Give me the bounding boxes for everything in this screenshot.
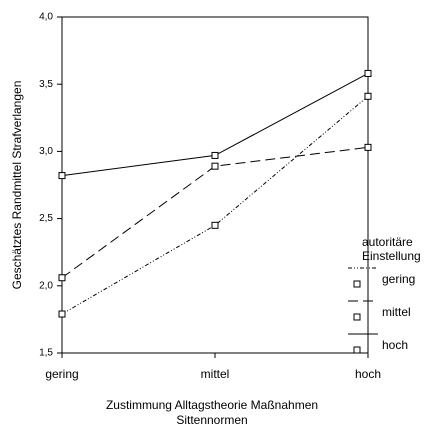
y-tick-label: 2,5 — [39, 213, 53, 224]
series-line — [61, 95, 369, 315]
legend-marker — [353, 280, 361, 288]
x-axis-label: Zustimmung Alltagstheorie Maßnahmen — [106, 398, 318, 412]
marker — [364, 69, 372, 77]
y-tick-label: 3,5 — [39, 79, 53, 90]
marker — [58, 310, 66, 318]
x-tick-label: hoch — [355, 367, 381, 381]
marker — [58, 274, 66, 282]
legend-label: gering — [382, 272, 415, 286]
y-tick-label: 3,0 — [39, 146, 53, 157]
legend-label: mittel — [382, 305, 411, 319]
legend-marker — [353, 313, 361, 321]
marker — [211, 151, 219, 159]
legend-marker — [353, 346, 361, 354]
marker — [211, 221, 219, 229]
y-tick-label: 4,0 — [39, 12, 53, 23]
legend-label: hoch — [382, 338, 408, 352]
series-line — [61, 73, 369, 177]
plot-frame — [61, 16, 369, 354]
marker — [211, 162, 219, 170]
x-axis-label: Sittennormen — [176, 413, 247, 427]
y-tick-label: 1,5 — [39, 348, 53, 359]
y-axis-label: Geschätztes Randmittel Strafverlangen — [10, 81, 24, 290]
x-tick-label: mittel — [201, 367, 230, 381]
legend-title: Einstellung — [362, 249, 421, 263]
marker — [58, 172, 66, 180]
marker — [364, 92, 372, 100]
x-tick-label: gering — [45, 367, 78, 381]
marker — [364, 143, 372, 151]
legend-title: autoritäre — [362, 235, 413, 249]
y-tick-label: 2,0 — [39, 280, 53, 291]
